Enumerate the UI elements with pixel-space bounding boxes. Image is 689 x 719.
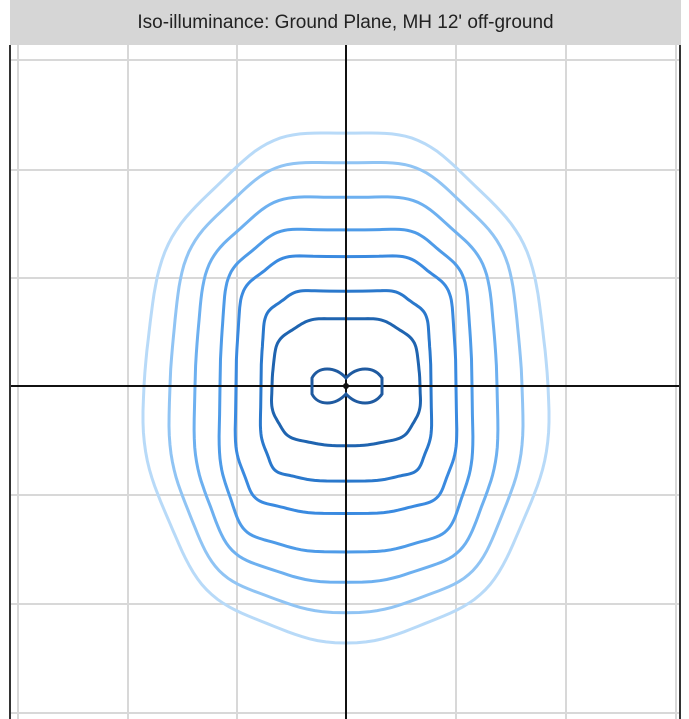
contour-inner xyxy=(310,367,384,405)
luminaire-point xyxy=(343,383,349,389)
panel-title: Iso-illuminance: Ground Plane, MH 12' of… xyxy=(10,0,681,45)
